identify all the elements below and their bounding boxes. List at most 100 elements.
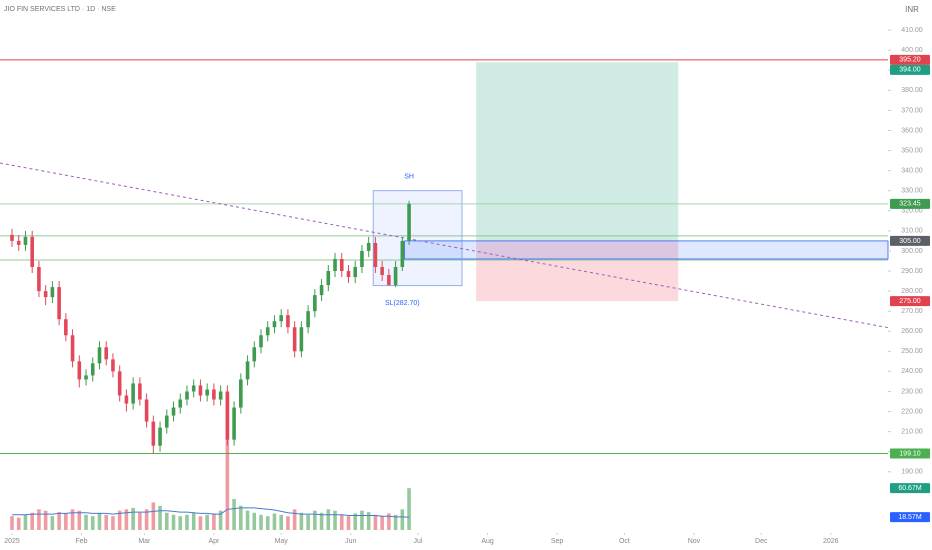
volume-bar (299, 512, 304, 530)
candle-body (333, 258, 337, 272)
candle-body (239, 379, 243, 408)
candle-body (393, 267, 398, 286)
volume-bar (252, 512, 257, 530)
candle-body (319, 285, 324, 296)
annotation: SL(282.70) (385, 300, 420, 307)
support-zone (404, 240, 889, 260)
volume-bar (131, 507, 135, 530)
volume-bar (366, 512, 371, 530)
y-tick-label: 350.00 (901, 147, 923, 154)
x-tick-label: Jul (414, 538, 423, 545)
volume-bar (333, 510, 337, 530)
candle-body (97, 347, 102, 364)
candle-body (212, 389, 216, 400)
volume-bar (185, 514, 189, 530)
volume-bar (339, 514, 344, 530)
volume-bar (171, 514, 176, 530)
price-tag-label: 394.00 (899, 67, 921, 74)
volume-bar (117, 510, 122, 530)
volume-bar (225, 395, 230, 530)
volume-bar (387, 513, 391, 530)
candle-body (64, 319, 68, 336)
candle-body (279, 315, 283, 322)
candle-body (265, 327, 270, 336)
x-tick-label: Dec (755, 538, 768, 545)
candle-body (407, 203, 411, 241)
price-tag-label: 305.00 (899, 238, 921, 245)
volume-bar (16, 517, 21, 530)
candle-body (259, 335, 263, 348)
price-tag (890, 448, 930, 459)
volume-bar (259, 514, 263, 530)
candle-body (171, 407, 176, 416)
y-tick-label: 340.00 (901, 167, 923, 174)
candle-body (37, 267, 41, 292)
y-tick-label: 240.00 (901, 368, 923, 375)
y-tick-label: 280.00 (901, 288, 923, 295)
y-tick-label: 250.00 (901, 348, 923, 355)
candle-body (10, 234, 14, 241)
volume-bar (393, 514, 398, 530)
annotation: SH (404, 174, 414, 181)
y-tick-label: 190.00 (901, 469, 923, 476)
y-tick-label: 330.00 (901, 188, 923, 195)
candle-body (185, 391, 189, 400)
candle-body (131, 383, 135, 404)
x-tick-label: Jun (345, 538, 356, 545)
trendline (0, 162, 889, 329)
volume-bar (178, 516, 183, 530)
volume-bar (43, 510, 48, 530)
candle-body (245, 361, 250, 380)
x-tick-label: Mar (138, 538, 151, 545)
volume-bar (70, 509, 75, 530)
candle-body (144, 399, 149, 422)
candle-body (43, 291, 48, 298)
volume-bar (272, 513, 277, 530)
volume-ma (12, 507, 410, 518)
volume-bar (292, 509, 297, 530)
candle-body (178, 399, 183, 408)
candle-body (117, 371, 122, 396)
volume-bar (57, 512, 61, 530)
y-tick-label: 400.00 (901, 47, 923, 54)
candle-body (366, 242, 371, 251)
y-tick-label: 270.00 (901, 308, 923, 315)
candle-body (353, 267, 358, 278)
y-tick-label: 380.00 (901, 87, 923, 94)
candle-body (339, 258, 344, 272)
candle-body (151, 421, 156, 446)
volume-bar (164, 512, 169, 530)
volume-bar (326, 509, 331, 530)
candle-body (232, 407, 236, 440)
volume-bar (64, 513, 68, 530)
candle-body (205, 389, 209, 396)
y-tick-label: 370.00 (901, 107, 923, 114)
stop-zone (476, 240, 679, 302)
volume-bar (306, 514, 310, 530)
volume-tag-label: 18.57M (898, 514, 922, 521)
candle-body (164, 415, 169, 428)
x-tick-label: Aug (481, 538, 494, 545)
y-tick-label: 410.00 (901, 27, 923, 34)
candle-body (225, 391, 230, 440)
candle-body (50, 287, 55, 298)
volume-bar (346, 516, 351, 530)
volume-bar (380, 516, 384, 530)
target-zone (476, 62, 679, 241)
candle-body (138, 383, 142, 400)
volume-bar (245, 510, 250, 530)
x-tick-label: Sep (551, 538, 564, 545)
candle-body (380, 267, 384, 276)
price-tag (890, 296, 930, 307)
volume-bar (97, 512, 102, 530)
x-tick-label: Apr (208, 538, 220, 545)
y-tick-label: 360.00 (901, 127, 923, 134)
candle-body (387, 275, 391, 286)
candle-body (299, 327, 304, 352)
candle-body (191, 385, 196, 392)
volume-bar (138, 512, 142, 530)
candle-body (77, 361, 82, 380)
candle-body (23, 236, 28, 245)
candle-body (400, 240, 405, 268)
candle-body (90, 363, 95, 376)
